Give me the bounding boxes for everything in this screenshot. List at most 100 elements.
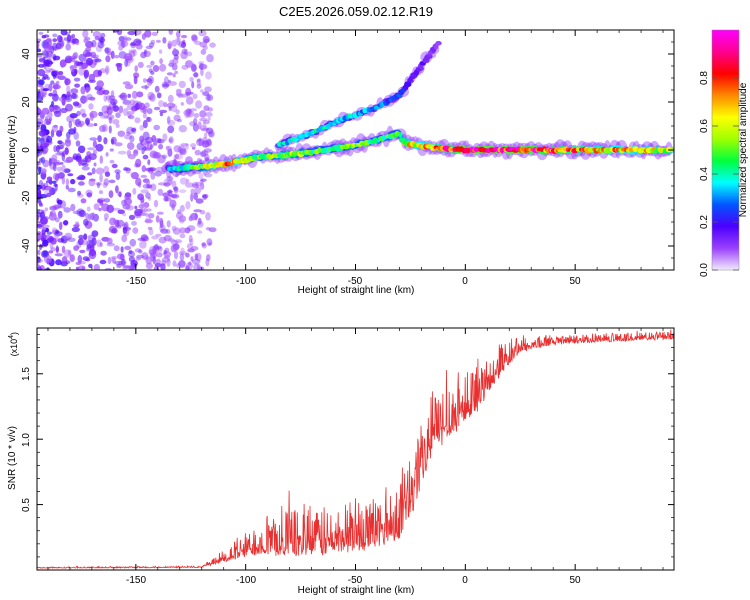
- noise-point: [156, 92, 162, 99]
- colorbar-label: Normalized spectral amplitude: [738, 82, 749, 217]
- noise-point: [39, 243, 42, 250]
- noise-point: [145, 256, 153, 265]
- noise-point: [107, 256, 112, 265]
- colorbar-tick-label: 0.8: [699, 71, 710, 85]
- noise-point: [172, 73, 176, 78]
- noise-point: [186, 243, 193, 250]
- noise-point: [193, 72, 199, 78]
- noise-point: [204, 157, 209, 161]
- noise-point: [86, 206, 91, 212]
- noise-point: [56, 40, 64, 50]
- noise-point: [148, 249, 157, 256]
- noise-point: [57, 172, 65, 180]
- noise-point: [73, 126, 77, 134]
- noise-point: [79, 123, 83, 128]
- noise-point: [192, 171, 196, 175]
- noise-point: [38, 166, 42, 175]
- noise-point: [81, 166, 90, 171]
- colorbar-tick-label: 0.4: [699, 167, 710, 181]
- noise-point: [39, 94, 46, 98]
- noise-point: [103, 95, 108, 102]
- noise-point: [80, 86, 86, 95]
- noise-point: [115, 123, 120, 128]
- noise-point: [200, 178, 207, 182]
- snr-y-axis-label: SNR (10 * v/v): [7, 426, 18, 490]
- noise-point: [152, 142, 158, 146]
- noise-point: [177, 119, 182, 123]
- noise-point: [122, 203, 131, 210]
- noise-point: [52, 33, 58, 38]
- noise-point: [58, 96, 66, 102]
- branch-band-mark: [404, 81, 412, 88]
- noise-point: [108, 116, 113, 124]
- noise-point: [163, 182, 171, 187]
- noise-point: [146, 208, 152, 212]
- noise-point: [131, 90, 138, 99]
- noise-point: [60, 30, 68, 36]
- noise-point: [111, 228, 117, 234]
- noise-point: [190, 246, 199, 251]
- noise-point: [198, 172, 204, 180]
- noise-point: [79, 249, 86, 254]
- noise-point: [55, 245, 59, 254]
- noise-point: [82, 30, 89, 39]
- noise-point: [159, 217, 164, 226]
- noise-point: [122, 167, 132, 171]
- noise-point: [37, 40, 40, 50]
- snr-xtick-label: -150: [126, 575, 146, 586]
- noise-point: [146, 184, 153, 189]
- noise-point: [128, 214, 136, 220]
- noise-point: [185, 156, 193, 165]
- noise-point: [124, 37, 132, 41]
- colorbar-tick-label: 0.6: [699, 119, 710, 133]
- noise-point: [177, 93, 184, 98]
- noise-point: [103, 178, 110, 186]
- noise-point: [174, 154, 184, 160]
- noise-point: [88, 250, 97, 260]
- noise-point: [124, 84, 134, 90]
- noise-point: [54, 173, 60, 182]
- noise-point: [199, 125, 208, 132]
- noise-point: [156, 39, 161, 43]
- noise-point: [188, 261, 192, 266]
- noise-point: [86, 45, 91, 48]
- noise-point: [132, 127, 137, 134]
- noise-point: [49, 205, 58, 211]
- noise-point: [112, 119, 120, 125]
- noise-point: [38, 203, 44, 207]
- noise-point: [38, 31, 44, 35]
- noise-point: [166, 116, 171, 124]
- noise-point: [148, 42, 155, 48]
- noise-point: [42, 250, 48, 257]
- noise-point: [150, 254, 156, 262]
- noise-point: [57, 210, 63, 219]
- noise-point: [78, 53, 87, 62]
- noise-point: [115, 172, 121, 181]
- noise-point: [67, 249, 72, 256]
- noise-point: [154, 85, 160, 93]
- noise-point: [163, 102, 168, 108]
- noise-point: [82, 256, 90, 261]
- noise-point: [42, 50, 49, 59]
- noise-point: [59, 141, 65, 147]
- noise-point: [169, 199, 177, 208]
- noise-point: [37, 223, 43, 228]
- noise-point: [62, 220, 69, 225]
- noise-point: [53, 145, 57, 153]
- noise-point: [190, 193, 194, 202]
- noise-point: [54, 253, 63, 257]
- noise-point: [178, 215, 187, 223]
- noise-point: [150, 60, 155, 66]
- noise-point: [59, 161, 64, 165]
- noise-point: [78, 234, 84, 240]
- noise-point: [186, 225, 196, 232]
- noise-point: [207, 107, 213, 112]
- noise-point: [95, 143, 104, 152]
- noise-point: [116, 263, 122, 268]
- noise-point: [94, 58, 102, 63]
- branch-band-mark: [413, 69, 420, 76]
- noise-point: [48, 83, 53, 92]
- noise-point: [185, 265, 190, 270]
- noise-point: [135, 257, 141, 261]
- noise-point: [112, 30, 120, 33]
